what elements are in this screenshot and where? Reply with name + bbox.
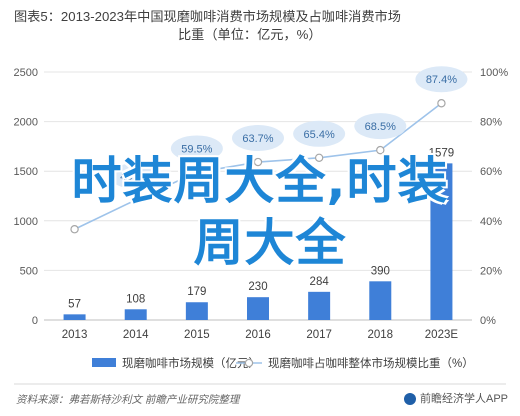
bar-value-label: 179: [187, 286, 206, 298]
chart-title-line2: 比重（单位：亿元，%）: [178, 27, 322, 42]
bar-value-label: 57: [68, 298, 81, 310]
bar-value-label: 1579: [429, 147, 455, 159]
share-label-bubble: [415, 66, 468, 93]
x-tick-label: 2013: [62, 329, 88, 341]
y-left-tick-label: 2000: [14, 117, 38, 129]
y-left-tick-label: 500: [20, 265, 38, 277]
legend-bar-label: 现磨咖啡市场规模（亿元）: [122, 356, 260, 370]
y-right-tick-label: 40%: [480, 216, 502, 228]
share-value-label: 48.4%: [120, 171, 151, 183]
overlay-line2: 周大全: [193, 214, 347, 272]
brand-text: 前瞻经济学人APP: [419, 393, 508, 405]
overlay-line1: 时装周大全,时装: [71, 152, 449, 210]
x-tick-label: 2016: [245, 329, 271, 341]
bar-2015: [185, 302, 208, 320]
bar-value-label: 108: [126, 293, 145, 305]
bar-2023E: [430, 163, 453, 320]
bar-2016: [247, 297, 269, 320]
brand-credit: 前瞻经济学人APP: [403, 390, 508, 406]
x-tick-label: 2015: [184, 329, 210, 341]
share-value-label: 68.5%: [365, 121, 396, 133]
bar-2013: [63, 314, 86, 320]
y-right-tick-label: 80%: [480, 117, 502, 129]
x-tick-label: 2023E: [425, 329, 459, 341]
y-right-tick-label: 20%: [480, 265, 502, 277]
share-value-label: 87.4%: [426, 74, 457, 86]
y-left-tick-label: 1500: [14, 166, 38, 178]
bar-2014: [124, 309, 147, 320]
x-tick-label: 2018: [367, 329, 393, 341]
y-right-tick-label: 100%: [480, 67, 508, 79]
share-label-bubble: [109, 162, 162, 189]
share-point-2023E: [437, 99, 446, 108]
y-left-tick-label: 0: [32, 315, 38, 327]
bar-value-label: 390: [371, 265, 390, 277]
share-value-label: 65.4%: [304, 129, 335, 141]
share-point-2018: [376, 145, 385, 155]
source-note: 资料来源：弗若斯特沙利文 前瞻产业研究院整理: [16, 394, 240, 406]
share-value-label: 59.5%: [181, 143, 212, 155]
legend-line-marker: [244, 358, 254, 368]
share-label-bubble: [293, 120, 346, 147]
share-point-2015: [192, 168, 202, 177]
bar-value-label: 284: [310, 276, 330, 288]
bar-2018: [369, 281, 392, 320]
bar-value-label: 230: [248, 281, 267, 293]
share-point-2013: [70, 225, 79, 234]
share-point-2017: [314, 153, 324, 163]
legend-bar-swatch: [92, 358, 116, 367]
share-point-2016: [253, 157, 263, 167]
x-tick-label: 2017: [306, 329, 332, 341]
y-right-tick-label: 60%: [480, 166, 502, 178]
share-value-label: 63.7%: [242, 133, 273, 145]
y-left-tick-label: 2500: [14, 67, 38, 79]
share-label-bubble: [170, 135, 223, 162]
chart-title: 图表5：2013-2023年中国现磨咖啡消费市场规模及占咖啡消费市场 比重（单位…: [14, 8, 514, 44]
chart-title-line1: 图表5：2013-2023年中国现磨咖啡消费市场规模及占咖啡消费市场: [14, 9, 401, 24]
y-left-tick-label: 1000: [14, 216, 38, 228]
x-tick-label: 2014: [123, 329, 149, 341]
share-label-bubble: [354, 113, 407, 140]
overlay-watermark-text: 时装周大全,时装 周大全: [0, 150, 520, 274]
y-right-tick-label: 0%: [480, 315, 496, 327]
legend-line-label: 现磨咖啡占咖啡整体市场规模比重（%）: [268, 356, 474, 370]
bar-2017: [308, 291, 331, 320]
share-point-2014: [131, 195, 140, 205]
share-label-bubble: [232, 125, 284, 152]
brand-logo-icon: [403, 393, 416, 406]
